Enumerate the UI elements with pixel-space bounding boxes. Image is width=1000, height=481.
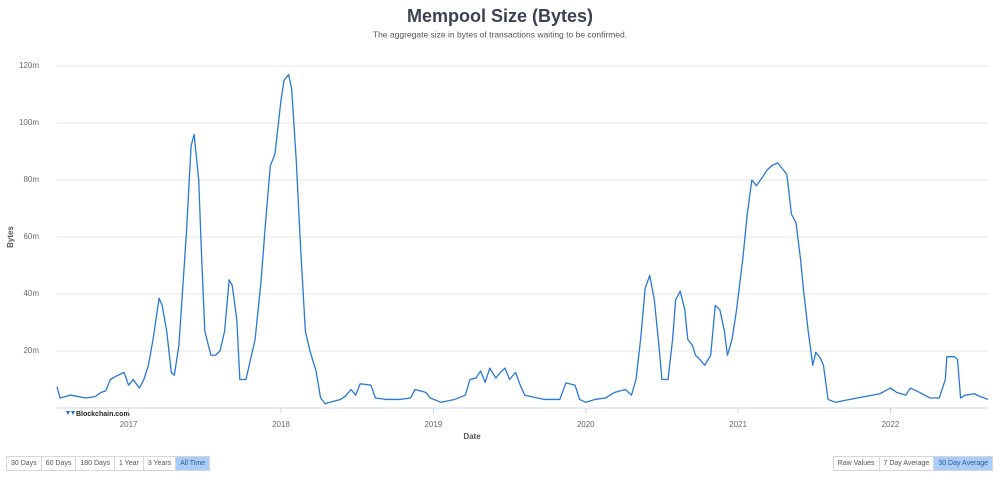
- y-tick-label: 60m: [23, 232, 39, 241]
- x-tick-label: 2018: [272, 420, 290, 429]
- x-tick-label: 2020: [577, 420, 595, 429]
- button[interactable]: 180 Days: [75, 456, 115, 471]
- y-tick-label: 120m: [19, 61, 39, 70]
- button[interactable]: All Time: [175, 456, 211, 471]
- y-tick-label: 100m: [19, 118, 39, 127]
- y-tick-label: 40m: [23, 289, 39, 298]
- y-tick-label: 80m: [23, 175, 39, 184]
- range-buttons: 30 Days 60 Days 180 Days 1 Year 3 Years All T…: [6, 456, 211, 471]
- logo-icon: [66, 411, 75, 415]
- y-axis-label: Bytes: [6, 226, 15, 248]
- x-axis-label: Date: [463, 432, 481, 441]
- button[interactable]: 7 Day Average: [878, 456, 935, 471]
- button[interactable]: 3 Years: [142, 456, 177, 471]
- mode-buttons: Raw Values 7 Day Average 30 Day Average: [832, 456, 993, 471]
- x-tick-label: 2017: [120, 420, 138, 429]
- button[interactable]: 30 Day Average: [933, 456, 993, 471]
- button[interactable]: 60 Days: [40, 456, 77, 471]
- x-tick-label: 2021: [729, 420, 747, 429]
- watermark: Blockchain.com: [76, 411, 130, 418]
- y-tick-label: 20m: [23, 346, 39, 355]
- chart-subtitle: The aggregate size in bytes of transacti…: [373, 29, 627, 39]
- button[interactable]: 30 Days: [6, 456, 42, 471]
- chart-title: Mempool Size (Bytes): [407, 6, 593, 26]
- button[interactable]: 1 Year: [113, 456, 144, 471]
- x-tick-label: 2022: [882, 420, 900, 429]
- series-line: [56, 73, 989, 405]
- x-tick-label: 2019: [424, 420, 442, 429]
- button[interactable]: Raw Values: [832, 456, 880, 471]
